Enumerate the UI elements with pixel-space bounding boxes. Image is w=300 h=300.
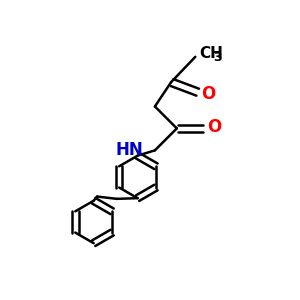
Text: O: O	[207, 118, 221, 136]
Text: 3: 3	[213, 51, 222, 64]
Text: O: O	[201, 85, 215, 103]
Text: CH: CH	[199, 46, 223, 61]
Text: HN: HN	[116, 141, 143, 159]
